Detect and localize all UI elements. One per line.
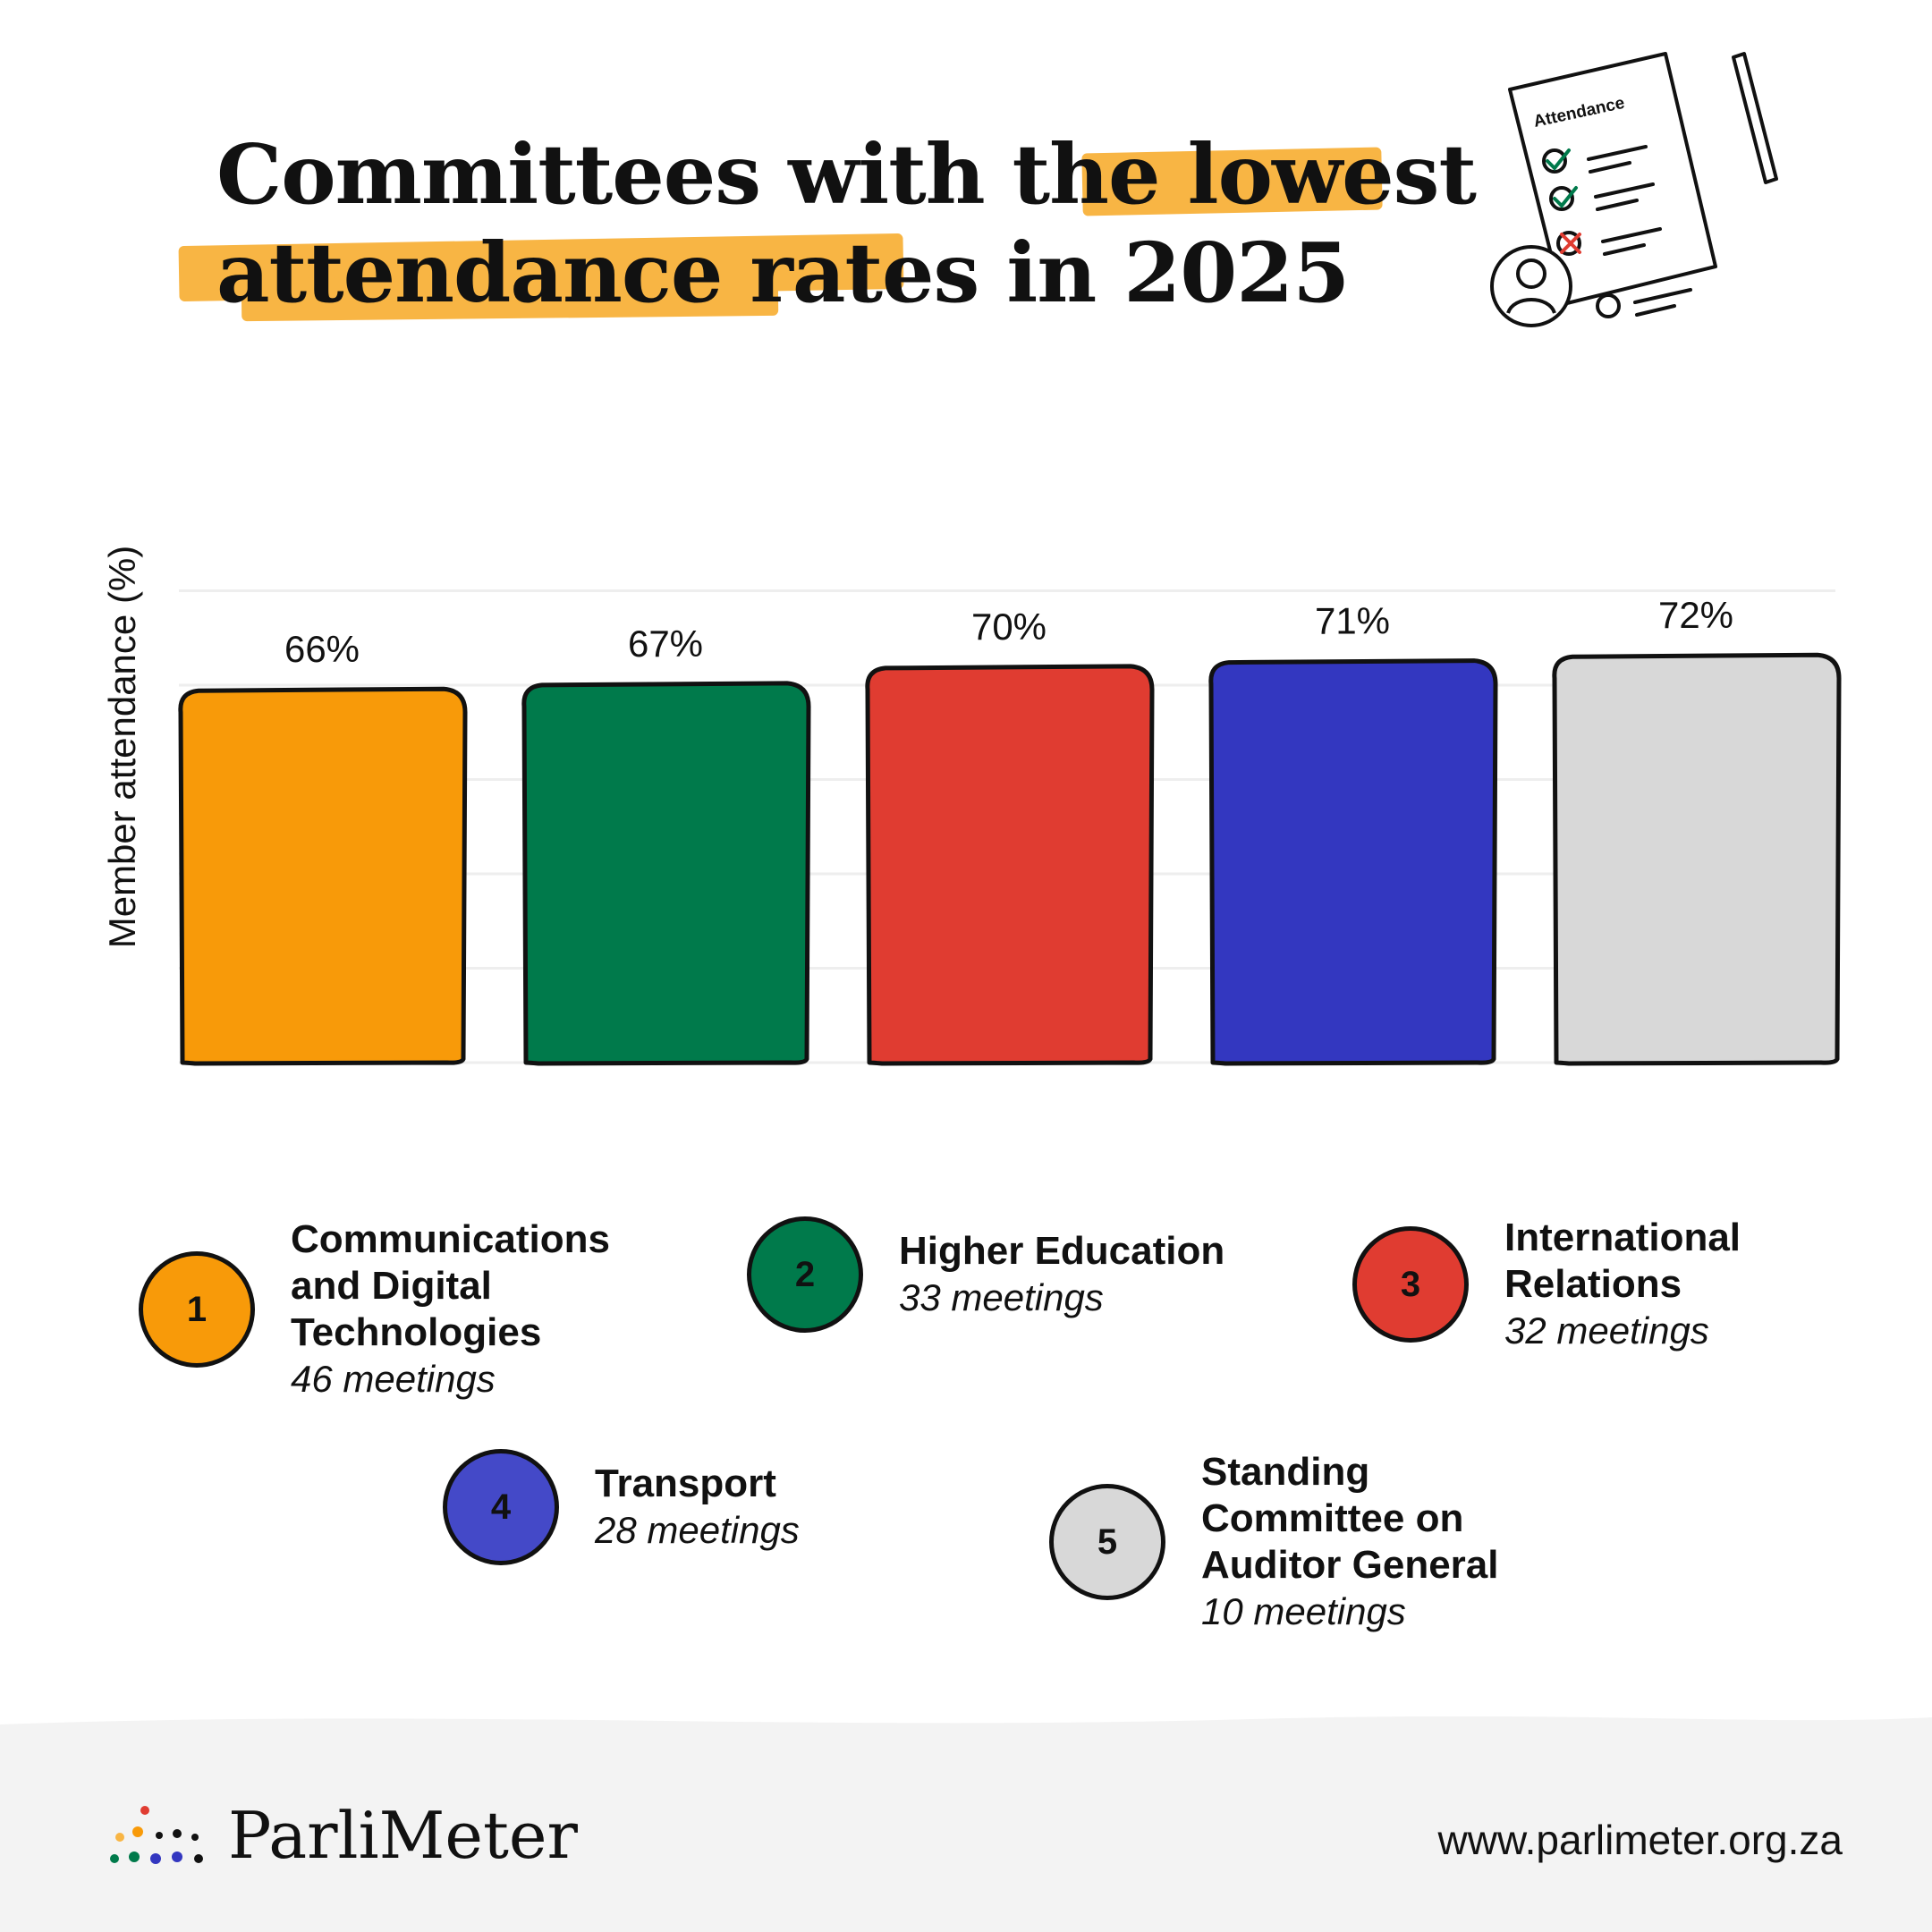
bar-chart: 66% 67% 70% 71% 72% [178,589,1842,1066]
pencil-icon [1732,52,1778,184]
legend-badge: 4 [443,1449,559,1565]
bar [178,686,468,1066]
bar [521,681,811,1066]
title-highlight-phrase: attendance rates [216,225,979,321]
bar [865,664,1155,1066]
legend-badge: 5 [1049,1484,1165,1600]
legend-committee-name: International Relations [1504,1216,1741,1306]
person-avatar-icon [1490,245,1572,327]
title-line1-start: Committees with the [216,126,1161,223]
checkmark-icon [1542,145,1648,174]
title-line2-end: in 2025 [1006,225,1350,321]
title-highlight-word: lowest [1187,126,1477,223]
attendance-sheet-illustration: Attendance [1490,52,1778,327]
bar [1208,658,1498,1066]
bar-value-label: 67% [628,623,703,665]
bar-value-label: 71% [1315,600,1390,642]
legend-badge: 3 [1352,1226,1469,1343]
legend-committee-name: Higher Education [899,1229,1225,1273]
logo-dot [191,1834,199,1841]
cross-mark-icon [1556,227,1662,256]
logo-dot [194,1854,203,1863]
bar [1552,652,1842,1066]
footer-band [0,1716,1932,1932]
legend-badge: 2 [747,1216,863,1333]
logo-dot [156,1832,163,1839]
logo-dot [172,1852,182,1862]
logo-dot [132,1826,143,1837]
logo-dot [110,1854,119,1863]
legend-committee-name: Standing Committee on Auditor General [1201,1450,1499,1587]
logo-dot [140,1806,149,1815]
website-link[interactable]: www.parlimeter.org.za [1437,1817,1843,1863]
bar-value-label: 72% [1658,594,1733,636]
empty-checkbox-icon [1596,288,1692,318]
legend-committee-name: Transport [595,1462,776,1505]
parlimeter-logo-icon [110,1806,203,1864]
legend-meetings-count: 32 meetings [1504,1309,1709,1352]
legend-meetings-count: 28 meetings [595,1509,800,1551]
logo-dot [115,1833,124,1842]
legend-item-5: 5 Standing Committee on Auditor General … [1049,1449,1499,1635]
legend-item-3: 3 International Relations 32 meetings [1352,1215,1741,1354]
legend-meetings-count: 10 meetings [1201,1590,1406,1632]
checkmark-icon [1549,182,1655,211]
logo-dot [129,1852,140,1862]
logo-dot [173,1829,182,1838]
legend-meetings-count: 33 meetings [899,1276,1104,1318]
logo-dot [150,1853,161,1864]
sheet-icon [1508,52,1717,306]
bar-value-label: 70% [971,606,1046,648]
legend-badge: 1 [139,1251,255,1368]
bar-value-label: 66% [284,628,360,670]
legend-item-2: 2 Higher Education 33 meetings [747,1216,1224,1333]
legend-meetings-count: 46 meetings [291,1358,496,1400]
legend-item-1: 1 Communications and Digital Technologie… [139,1216,610,1402]
brand-name: ParliMeter [228,1798,578,1873]
legend-item-4: 4 Transport 28 meetings [443,1449,800,1565]
legend-committee-name: Communications and Digital Technologies [291,1217,610,1354]
page-title: Committees with the lowest attendance rat… [216,125,1477,322]
